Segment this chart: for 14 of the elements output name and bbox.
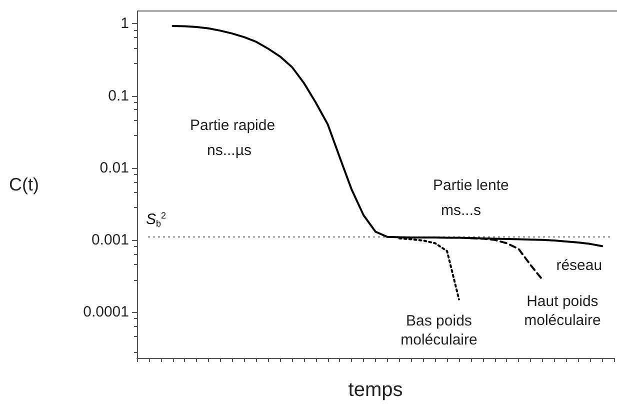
y-tick-label: 0.1 xyxy=(108,87,129,104)
y-tick-label: 0.01 xyxy=(100,159,129,176)
series-label: Haut poids moléculaire xyxy=(524,292,601,329)
y-axis-title: C(t) xyxy=(9,174,39,194)
y-tick-label: 0.001 xyxy=(91,231,129,248)
annotation: Partie lente xyxy=(433,177,509,194)
annotation: ns...µs xyxy=(207,142,252,159)
annotation: ms...s xyxy=(441,202,481,219)
series-label: Bas poids moléculaire xyxy=(400,312,478,348)
y-tick-label: 0.0001 xyxy=(83,303,129,320)
y-tick-label: 1 xyxy=(120,15,129,32)
series-label: réseau xyxy=(556,257,602,274)
x-axis-title: temps xyxy=(348,379,403,401)
annotation: Partie rapide xyxy=(190,117,276,134)
